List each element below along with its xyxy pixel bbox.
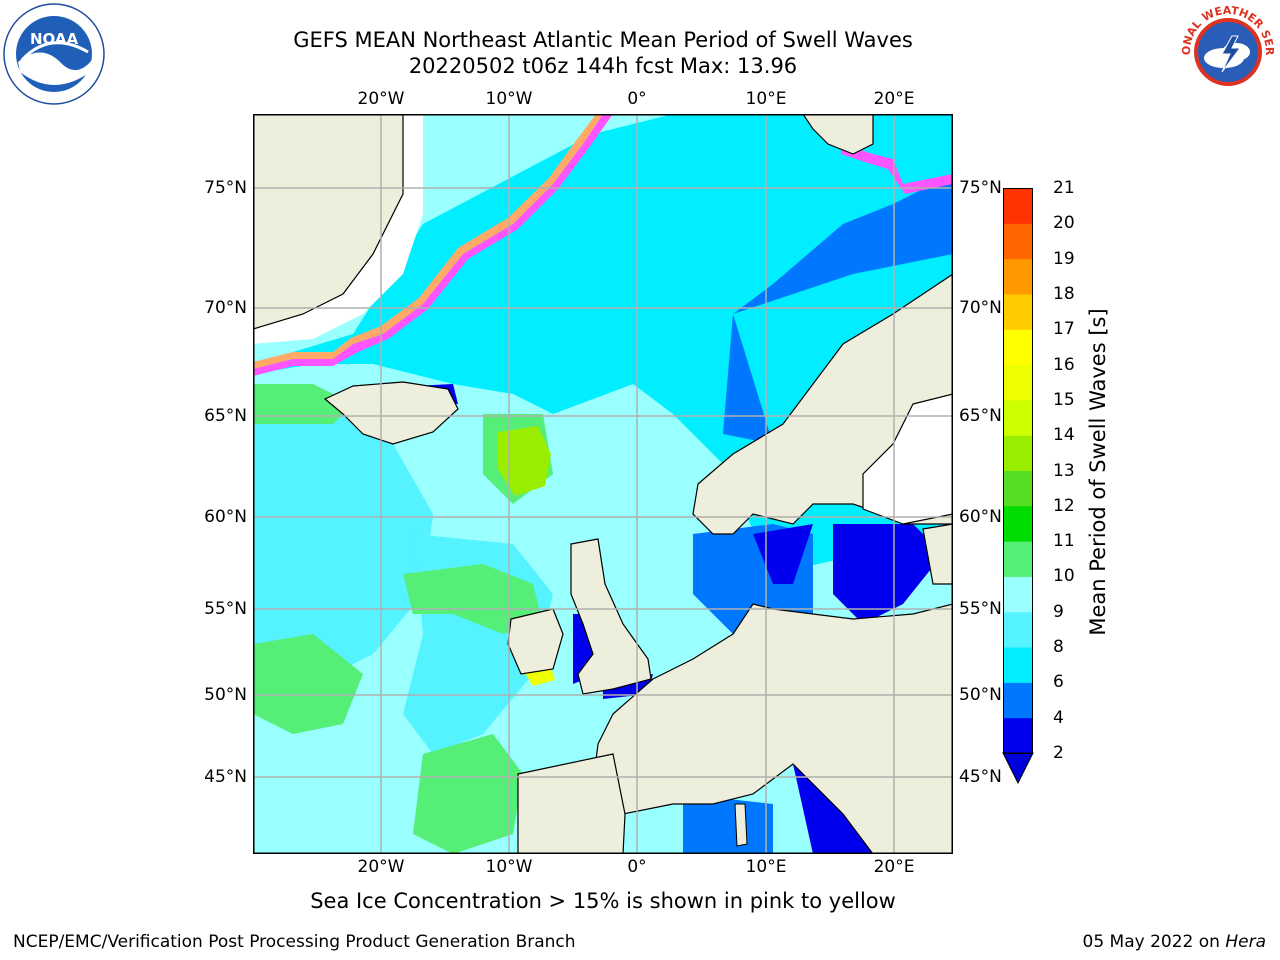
lon-label-bottom-10e: 10°E [745, 857, 787, 877]
footer-date-text: 05 May 2022 on [1082, 932, 1220, 952]
lat-label-left-65n: 65°N [204, 406, 247, 426]
colorbar-segment [1003, 717, 1033, 754]
lon-label-bottom-10w: 10°W [485, 857, 533, 877]
colorbar-tick-label: 14 [1053, 425, 1075, 446]
colorbar-extend-triangle [1002, 752, 1034, 785]
lon-label-top-20w: 20°W [357, 89, 405, 109]
footer-credit: NCEP/EMC/Verification Post Processing Pr… [13, 932, 576, 952]
sea-ice-caption: Sea Ice Concentration > 15% is shown in … [310, 889, 896, 913]
colorbar-tick-label: 6 [1053, 672, 1064, 693]
colorbar-segment [1003, 682, 1033, 719]
colorbar-tick-label: 9 [1053, 601, 1064, 622]
colorbar-segment [1003, 223, 1033, 260]
colorbar-segment [1003, 541, 1033, 577]
colorbar-tick-label: 20 [1053, 213, 1075, 234]
colorbar-tick-label: 10 [1053, 566, 1075, 587]
colorbar-segment [1003, 576, 1033, 613]
colorbar-tick-label: 21 [1053, 178, 1075, 198]
colorbar [1002, 188, 1034, 785]
lon-label-top-20e: 20°E [873, 89, 915, 109]
lon-label-bottom-20e: 20°E [873, 857, 915, 877]
colorbar-segment [1003, 399, 1033, 436]
lat-label-right-75n: 75°N [959, 178, 1002, 198]
lat-label-right-45n: 45°N [959, 767, 1002, 787]
lon-label-top-10w: 10°W [485, 89, 533, 109]
chart-title: GEFS MEAN Northeast Atlantic Mean Period… [293, 28, 913, 52]
colorbar-segment [1003, 611, 1033, 648]
colorbar-tick-label: 17 [1053, 319, 1075, 340]
colorbar-segment [1003, 470, 1033, 507]
swell-period-map [253, 114, 953, 854]
colorbar-segment [1003, 435, 1033, 471]
footer-date: 05 May 2022 on Hera [1083, 932, 1267, 952]
colorbar-segment [1003, 293, 1033, 330]
colorbar-tick-label: 18 [1053, 283, 1075, 304]
lat-label-left-60n: 60°N [204, 507, 247, 527]
colorbar-segment [1003, 647, 1033, 683]
lat-label-left-50n: 50°N [204, 685, 247, 705]
colorbar-tick-label: 13 [1053, 460, 1075, 481]
colorbar-tick-label: 8 [1053, 637, 1064, 658]
nws-logo-icon: NATIONAL WEATHER SERVICE [1176, 0, 1278, 102]
colorbar-tick-label: 2 [1053, 743, 1064, 763]
lon-label-bottom-20w: 20°W [357, 857, 405, 877]
lon-label-bottom-0: 0° [627, 857, 647, 877]
lat-label-left-45n: 45°N [204, 767, 247, 787]
colorbar-segment [1003, 258, 1033, 295]
colorbar-tick-label: 15 [1053, 389, 1075, 410]
lat-label-right-55n: 55°N [959, 599, 1002, 619]
chart-subtitle: 20220502 t06z 144h fcst Max: 13.96 [408, 54, 798, 78]
lon-label-top-10e: 10°E [745, 89, 787, 109]
colorbar-tick-label: 4 [1053, 707, 1064, 728]
colorbar-segment [1003, 329, 1033, 366]
colorbar-segment [1003, 505, 1033, 542]
noaa-logo-icon: NOAA [3, 3, 105, 105]
lon-label-top-0: 0° [627, 89, 647, 109]
colorbar-tick-label: 16 [1053, 354, 1075, 375]
colorbar-segment [1003, 188, 1033, 224]
lat-label-right-50n: 50°N [959, 685, 1002, 705]
footer-host: Hera [1225, 932, 1266, 952]
lat-label-left-55n: 55°N [204, 599, 247, 619]
noaa-logo-text: NOAA [30, 30, 79, 48]
colorbar-tick-label: 12 [1053, 495, 1075, 516]
colorbar-tick-label: 11 [1053, 531, 1075, 552]
lat-label-left-70n: 70°N [204, 298, 247, 318]
colorbar-tick-label: 19 [1053, 248, 1075, 269]
colorbar-segment [1003, 364, 1033, 401]
colorbar-label: Mean Period of Swell Waves [s] [1086, 308, 1110, 636]
lat-label-right-70n: 70°N [959, 298, 1002, 318]
lat-label-left-75n: 75°N [204, 178, 247, 198]
lat-label-right-60n: 60°N [959, 507, 1002, 527]
lat-label-right-65n: 65°N [959, 406, 1002, 426]
